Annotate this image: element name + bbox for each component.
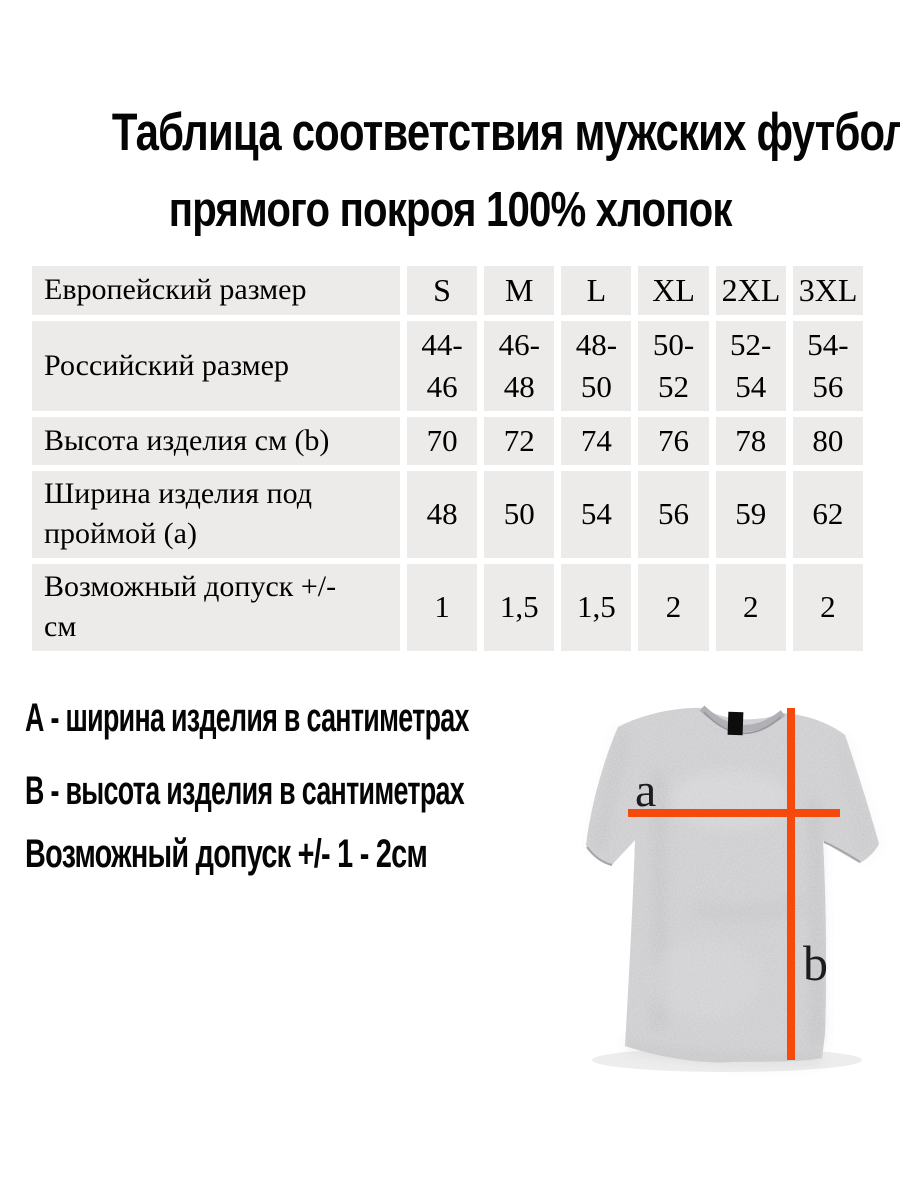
legend-height-definition: В - высота изделия в сантиметрах bbox=[25, 771, 680, 811]
cell-ru-2xl: 52- 54 bbox=[715, 321, 786, 411]
cell-w-m: 50 bbox=[484, 470, 555, 558]
cell-t-2xl: 2 bbox=[715, 563, 786, 651]
legend-height-text: В - высота изделия в сантиметрах bbox=[25, 769, 465, 813]
row-label-eu-size: Европейский размер bbox=[32, 266, 400, 316]
table-row: Высота изделия см (b) 70 72 74 76 78 80 bbox=[32, 416, 863, 465]
cell-t-3xl: 2 bbox=[792, 563, 863, 651]
left-sleeve-seam bbox=[586, 846, 613, 866]
cell-ru-xl: 50- 52 bbox=[638, 321, 709, 411]
cell-eu-2xl: 2XL bbox=[715, 266, 786, 316]
measure-label-a: a bbox=[635, 764, 656, 817]
cell-eu-3xl: 3XL bbox=[792, 266, 863, 316]
row-label-ru-size: Российский размер bbox=[32, 321, 400, 411]
cell-h-l: 74 bbox=[561, 416, 632, 465]
cell-ru-3xl: 54- 56 bbox=[792, 321, 863, 411]
measure-line-a bbox=[628, 809, 840, 817]
page-title-text: Таблица соответствия мужских футболок bbox=[111, 103, 900, 162]
shirt-folds bbox=[591, 730, 877, 1064]
cell-eu-xl: XL bbox=[638, 266, 709, 316]
page-subtitle-text: прямого покроя 100% хлопок bbox=[168, 183, 733, 237]
legend-tolerance-text: Возможный допуск +/- 1 - 2см bbox=[25, 832, 428, 876]
cell-t-l: 1,5 bbox=[561, 563, 632, 651]
cell-w-l: 54 bbox=[561, 470, 632, 558]
cell-h-3xl: 80 bbox=[792, 416, 863, 465]
cell-ru-l: 48- 50 bbox=[561, 321, 632, 411]
row-label-width: Ширина изделия под проймой (a) bbox=[32, 470, 400, 558]
cell-eu-l: L bbox=[561, 266, 632, 316]
legend-tolerance: Возможный допуск +/- 1 - 2см bbox=[25, 834, 583, 874]
legend-width-text: А - ширина изделия в сантиметрах bbox=[25, 696, 469, 740]
table-row: Ширина изделия под проймой (a) 48 50 54 … bbox=[32, 470, 863, 558]
table-row: Российский размер 44- 46 46- 48 48- 50 5… bbox=[32, 321, 863, 411]
cell-w-s: 48 bbox=[407, 470, 478, 558]
cell-h-m: 72 bbox=[484, 416, 555, 465]
right-sleeve-seam bbox=[823, 841, 861, 863]
legend-width-definition: А - ширина изделия в сантиметрах bbox=[25, 698, 687, 738]
cell-eu-s: S bbox=[407, 266, 478, 316]
collar-tag bbox=[727, 711, 744, 736]
shirt-body-group bbox=[586, 707, 879, 1064]
page-subtitle: прямого покроя 100% хлопок bbox=[0, 186, 900, 235]
tshirt-image: a b bbox=[586, 705, 879, 1072]
cell-t-xl: 2 bbox=[638, 563, 709, 651]
measure-line-b bbox=[787, 708, 795, 1060]
table-row: Возможный допуск +/- см 1 1,5 1,5 2 2 2 bbox=[32, 563, 863, 651]
measure-label-b: b bbox=[803, 935, 828, 991]
cell-ru-s: 44- 46 bbox=[407, 321, 478, 411]
cell-w-3xl: 62 bbox=[792, 470, 863, 558]
tshirt-figure: a b bbox=[555, 650, 900, 1090]
cell-h-2xl: 78 bbox=[715, 416, 786, 465]
table-row: Европейский размер S M L XL 2XL 3XL bbox=[32, 266, 863, 316]
cell-w-2xl: 59 bbox=[715, 470, 786, 558]
size-table: Европейский размер S M L XL 2XL 3XL Росс… bbox=[25, 260, 870, 657]
cell-t-m: 1,5 bbox=[484, 563, 555, 651]
page-title: Таблица соответствия мужских футболок bbox=[0, 106, 900, 159]
cell-t-s: 1 bbox=[407, 563, 478, 651]
row-label-tolerance: Возможный допуск +/- см bbox=[32, 563, 400, 651]
cell-h-xl: 76 bbox=[638, 416, 709, 465]
row-label-height: Высота изделия см (b) bbox=[32, 416, 400, 465]
cell-eu-m: M bbox=[484, 266, 555, 316]
cell-w-xl: 56 bbox=[638, 470, 709, 558]
cell-ru-m: 46- 48 bbox=[484, 321, 555, 411]
cell-h-s: 70 bbox=[407, 416, 478, 465]
